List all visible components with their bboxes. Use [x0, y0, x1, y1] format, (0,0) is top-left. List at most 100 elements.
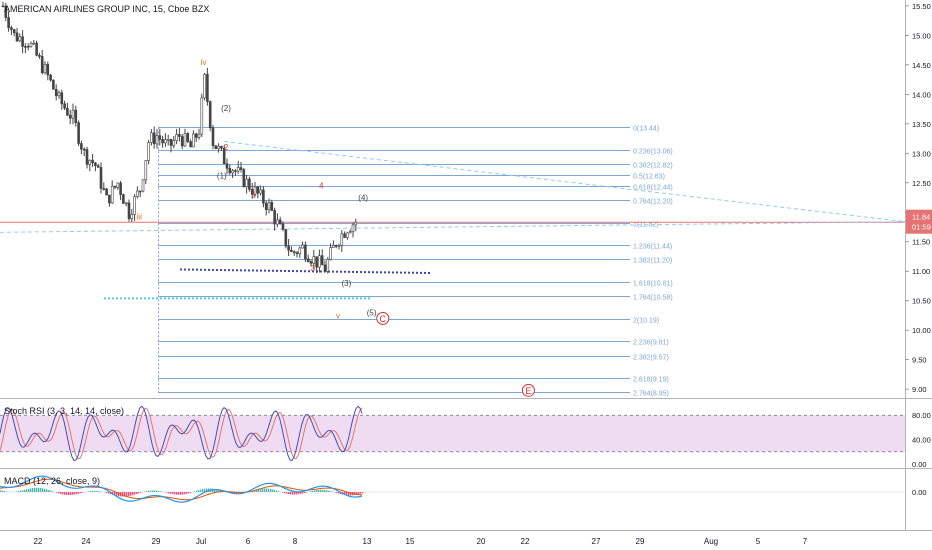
macd-hist-bar: [18, 491, 20, 492]
candle-body: [200, 97, 204, 135]
candle-body: [214, 145, 218, 150]
macd-hist-bar: [76, 492, 78, 495]
macd-hist-bar: [140, 492, 142, 493]
macd-hist-bar: [274, 490, 276, 492]
candle-body: [66, 107, 69, 116]
time-tick-label: 29: [152, 537, 161, 546]
candle-body: [231, 170, 234, 174]
stoch-rsi-title[interactable]: Stoch RSI (3, 3, 14, 14, close): [4, 406, 125, 416]
candle-body: [124, 202, 128, 205]
macd-hist-bar: [202, 489, 204, 492]
macd-hist-bar: [266, 488, 268, 492]
candle-body: [71, 109, 75, 119]
fib-level-label: 2.382(9.57): [633, 355, 669, 362]
candle-body: [12, 29, 16, 34]
macd-hist-bar: [358, 492, 360, 495]
candles: [1, 1, 358, 274]
candle-body: [225, 163, 229, 169]
candle-body: [189, 141, 192, 148]
candle-body: [242, 169, 246, 187]
macd-hist-bar: [362, 492, 364, 494]
macd-hist-bar: [122, 492, 124, 497]
candle-body: [68, 114, 72, 119]
candle-body: [309, 261, 313, 264]
time-tick-label: Jul: [196, 537, 206, 546]
candle-body: [99, 167, 103, 189]
macd-hist-bar: [204, 488, 206, 492]
stoch-tick-label: 0.00: [912, 460, 927, 469]
macd-hist-bar: [284, 492, 286, 494]
macd-hist-bar: [328, 490, 330, 492]
macd-hist-bar: [68, 492, 70, 496]
macd-hist-bar: [70, 492, 72, 496]
countdown: 01:59: [912, 223, 931, 232]
macd-hist-bar: [88, 491, 90, 492]
candle-body: [161, 138, 164, 144]
price-tick-label: 9.50: [912, 356, 927, 365]
macd-hist-bar: [314, 490, 316, 492]
macd-hist-bar: [262, 488, 264, 492]
price-tick-label: 9.00: [912, 385, 927, 394]
macd-hist-bar: [326, 490, 328, 492]
macd-hist-bar: [146, 491, 148, 492]
macd-hist-bar: [34, 487, 36, 492]
candle-body: [85, 149, 89, 165]
macd-hist-bar: [168, 492, 170, 494]
macd-hist-bar: [134, 492, 136, 495]
macd-title[interactable]: MACD (12, 26, close, 9): [4, 476, 101, 486]
candle-body: [306, 258, 310, 263]
candle-body: [206, 73, 209, 102]
candle-body: [96, 165, 100, 168]
macd-hist-bar: [194, 491, 196, 492]
macd-hist-bar: [108, 492, 110, 494]
macd-hist-bar: [90, 491, 92, 492]
candle-body: [80, 143, 83, 150]
macd-hist-bar: [312, 490, 314, 492]
time-tick-label: 15: [406, 537, 415, 546]
macd-hist-bar: [52, 491, 54, 492]
macd-hist-bar: [154, 490, 156, 492]
price-axis: 15.5015.0014.5014.0013.5013.0012.5012.00…: [905, 2, 932, 497]
candle-body: [32, 42, 36, 45]
macd-hist-bar: [188, 492, 190, 494]
macd-hist-bar: [4, 491, 6, 492]
candle-body: [348, 231, 352, 234]
fib-level-label: 1.618(10.81): [633, 281, 673, 288]
macd-hist-bar: [270, 489, 272, 492]
candle-body: [166, 139, 170, 141]
macd-hist-bar: [152, 490, 154, 492]
wave-label: iii: [137, 212, 143, 221]
price-tick-label: 11.00: [912, 267, 930, 276]
candle-body: [26, 46, 30, 48]
candle-body: [108, 194, 111, 204]
candle-body: [24, 46, 27, 48]
price-tick-label: 12.50: [912, 179, 931, 188]
candle-body: [234, 170, 237, 172]
fib-level-label: 0.5(12.63): [633, 174, 665, 181]
candle-body: [298, 247, 302, 255]
candle-body: [287, 245, 290, 251]
macd-hist-bar: [48, 489, 50, 492]
macd-hist-bar: [92, 490, 94, 492]
price-tick-label: 10.50: [912, 297, 931, 306]
candle-body: [183, 133, 187, 147]
candle-body: [105, 188, 108, 196]
current-price: 11.84: [912, 213, 930, 222]
macd-hist-bar: [346, 492, 348, 496]
macd-hist-bar: [264, 488, 266, 492]
macd-hist-bar: [288, 492, 290, 495]
candle-body: [337, 245, 341, 247]
macd-hist-bar: [282, 492, 284, 493]
macd-hist-bar: [180, 492, 182, 495]
candle-body: [4, 5, 8, 18]
price-tick-label: 15.00: [912, 31, 931, 40]
fib-level-label: 1.382(11.20): [633, 258, 672, 265]
candle-body: [264, 202, 268, 210]
time-tick-label: 7: [803, 537, 808, 546]
symbol-title[interactable]: AMERICAN AIRLINES GROUP INC, 15, Cboe BZ…: [4, 4, 210, 14]
macd-hist-bar: [160, 491, 162, 492]
candle-body: [74, 109, 78, 123]
macd-hist-bar: [130, 492, 132, 496]
